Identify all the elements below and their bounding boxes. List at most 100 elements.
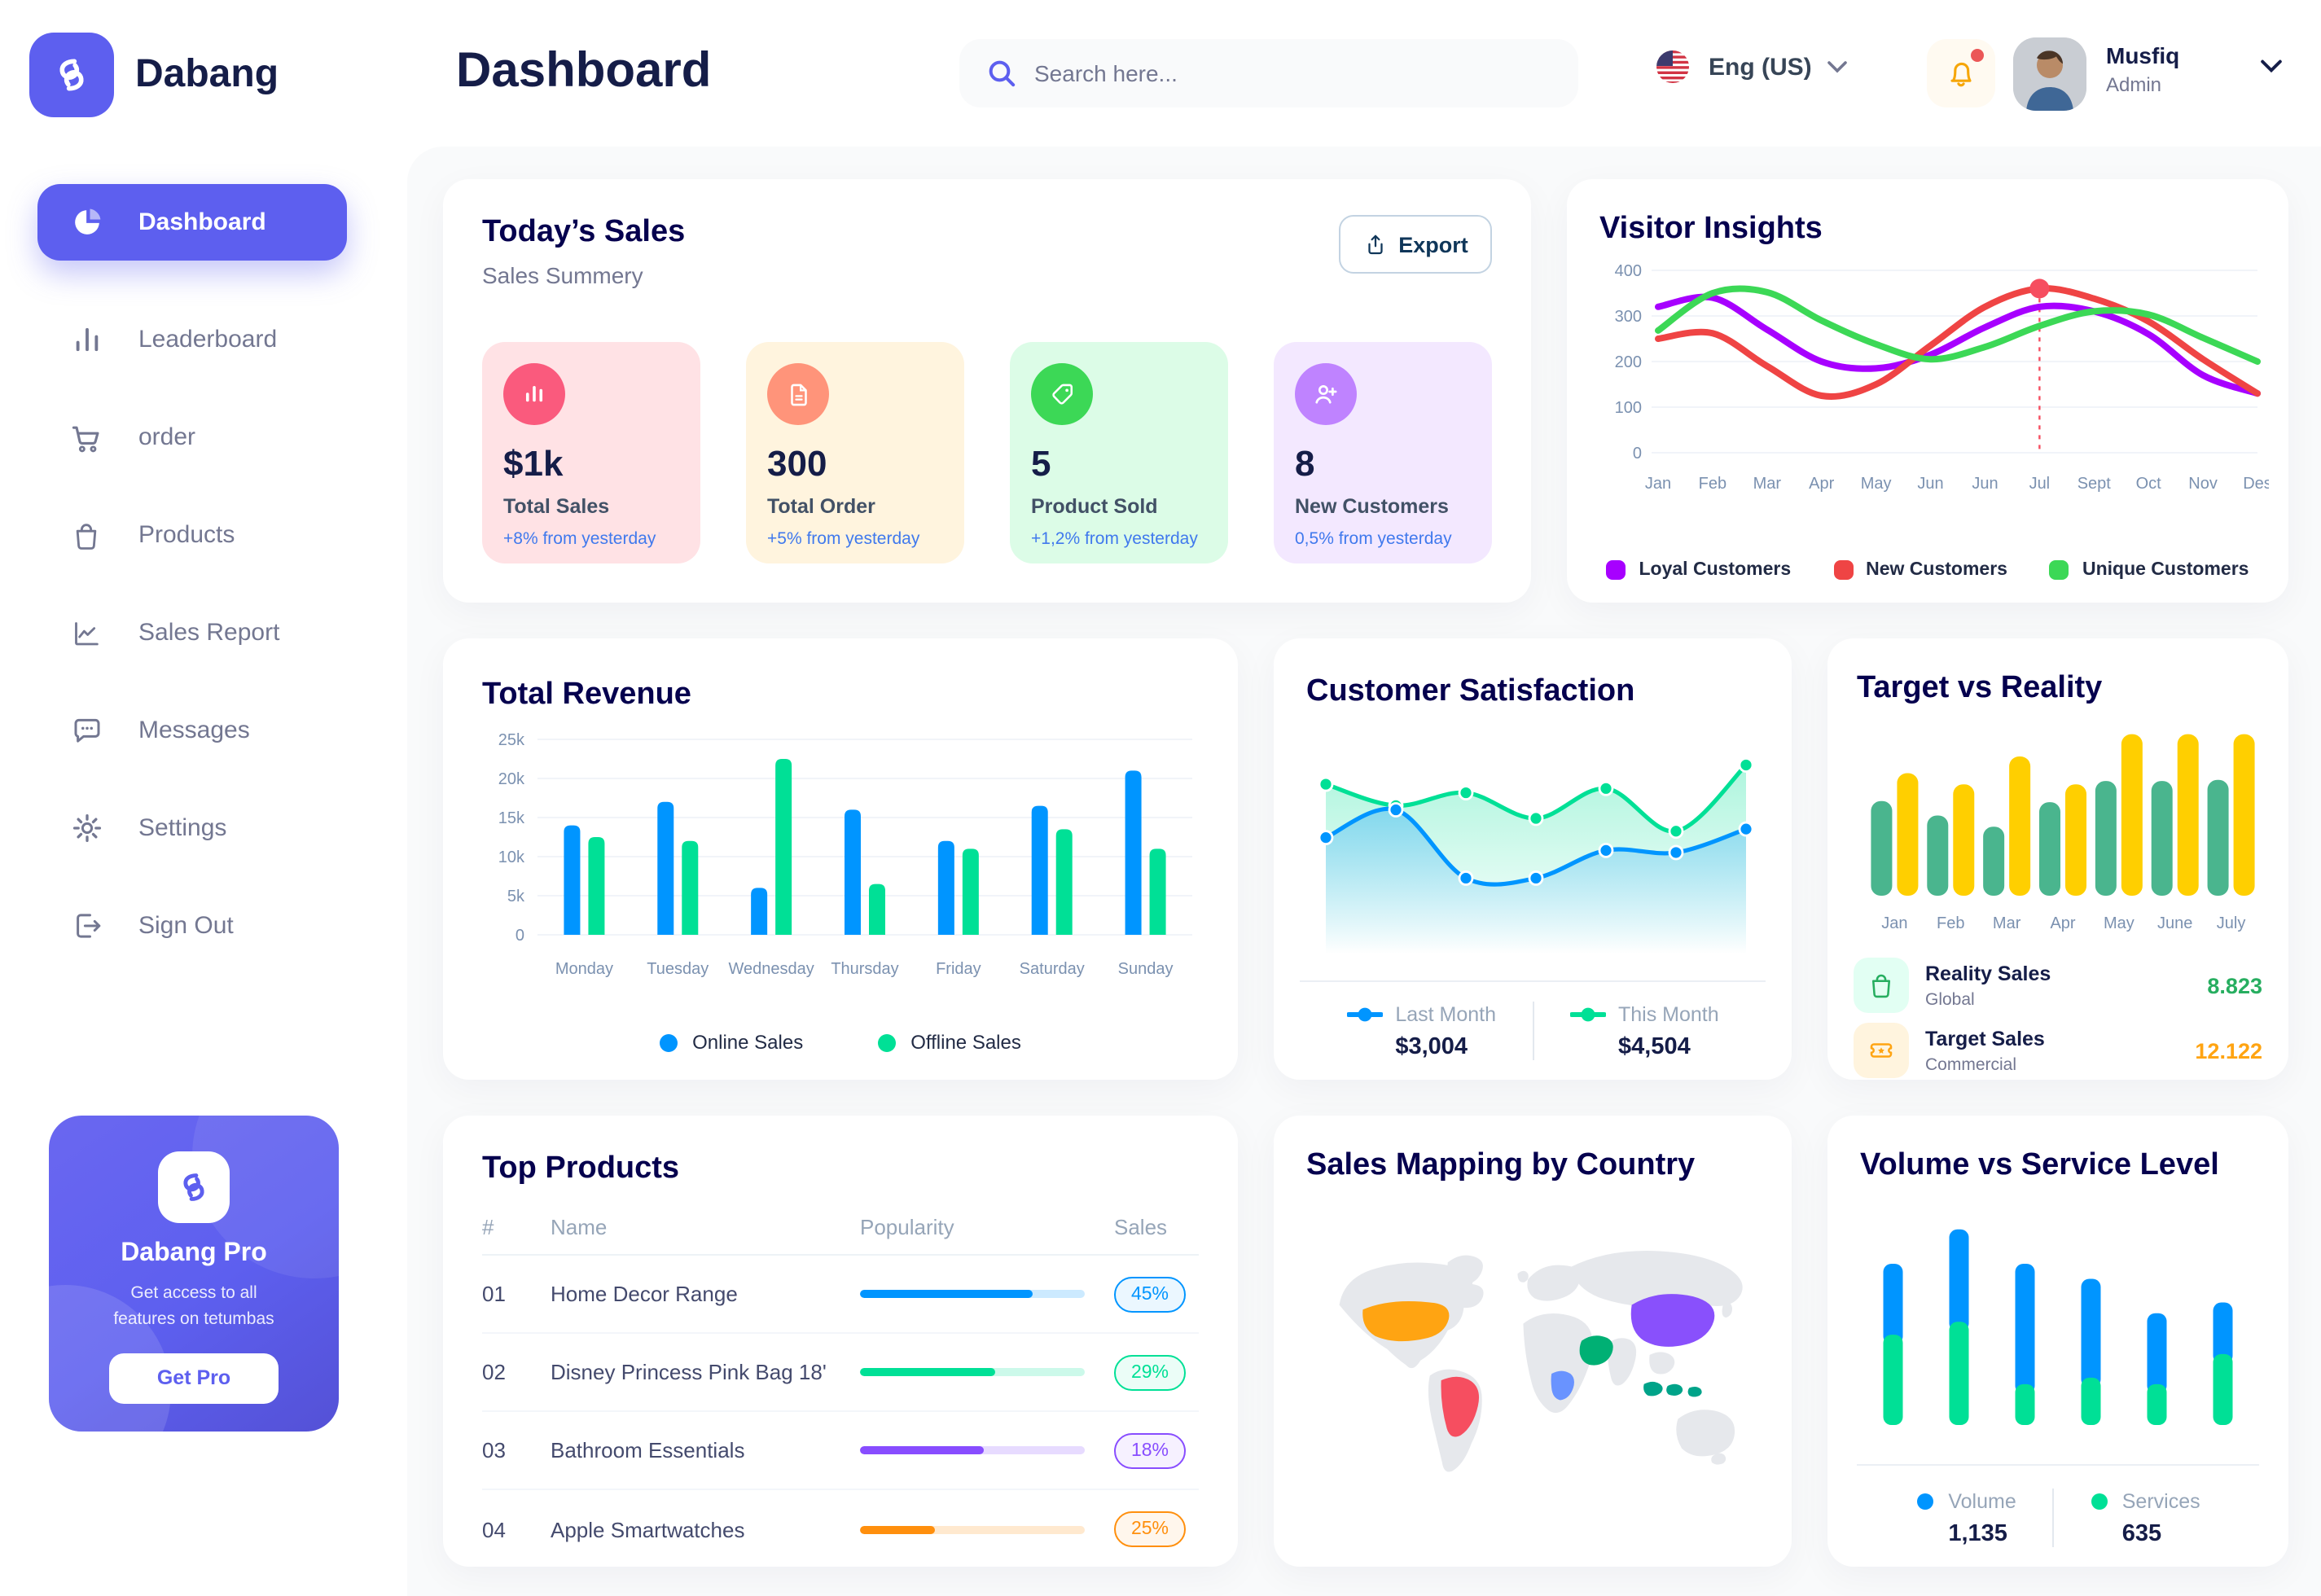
- legend-item-services: Services 635: [2090, 1489, 2200, 1546]
- main-content: Today’s Sales Sales Summery Export $1k To…: [407, 147, 2321, 1596]
- order-file-icon: [767, 363, 829, 425]
- metric-delta: +1,2% from yesterday: [1031, 529, 1198, 549]
- svg-text:25k: 25k: [498, 731, 525, 749]
- target-vs-reality-title: Target vs Reality: [1857, 671, 2103, 705]
- svg-text:Oct: Oct: [2136, 475, 2162, 493]
- top-products-header: # Name Popularity Sales: [482, 1213, 1199, 1256]
- column-header: Name: [551, 1215, 608, 1239]
- volume-vs-service-card: Volume vs Service Level Volume 1,135 Servi…: [1827, 1116, 2288, 1567]
- target-vs-reality-card: Target vs Reality Jan Feb Mar Apr May June Jul…: [1827, 638, 2288, 1080]
- user-name: Musfiq: [2106, 42, 2180, 68]
- visitor-insights-legend: Loyal Customers New Customers Unique Custo…: [1567, 560, 2288, 580]
- legend-value: 8.823: [2207, 973, 2262, 998]
- country-saudi-arabia: [1579, 1335, 1613, 1366]
- sidebar-item-sign-out[interactable]: Sign Out: [37, 888, 347, 964]
- sidebar: Dabang Dashboard Leaderboard order Products…: [0, 0, 407, 1596]
- signout-icon: [67, 906, 106, 945]
- column-header: Popularity: [860, 1215, 954, 1239]
- product-num: 02: [482, 1360, 506, 1384]
- language-selector[interactable]: Eng (US): [1653, 47, 1848, 86]
- search-input[interactable]: [1034, 60, 1523, 86]
- country-brazil: [1441, 1376, 1480, 1437]
- sales-summary-card-new-customers: 8 New Customers 0,5% from yesterday: [1274, 342, 1492, 563]
- product-row: 03 Bathroom Essentials 18%: [482, 1412, 1199, 1490]
- world-map: [1339, 1251, 1743, 1472]
- customer-satisfaction-chart: [1318, 757, 1754, 954]
- total-revenue-chart: 0 5k 10k 15k 20k 25k Monday Tuesday Wednesday Thu…: [498, 731, 1192, 978]
- sidebar-item-settings[interactable]: Settings: [37, 790, 347, 866]
- svg-text:Nov: Nov: [2188, 475, 2218, 493]
- search-bar[interactable]: [959, 39, 1578, 107]
- legend-item: Loyal Customers: [1606, 560, 1791, 580]
- avatar[interactable]: [2013, 37, 2086, 111]
- notification-dot: [1971, 49, 1984, 62]
- chevron-down-icon: [1827, 61, 1848, 73]
- legend-swatch: [1833, 560, 1854, 580]
- divider: [1857, 1464, 2259, 1466]
- product-num: 04: [482, 1517, 506, 1541]
- sidebar-item-label: order: [138, 423, 196, 451]
- legend-line-dot-icon: [1569, 1006, 1605, 1021]
- country-china: [1630, 1294, 1715, 1347]
- customer-satisfaction-title: Customer Satisfaction: [1306, 674, 1635, 708]
- legend-value: $3,004: [1395, 1033, 1468, 1059]
- legend-label: Target Sales: [1925, 1027, 2045, 1050]
- legend-dot-icon: [1917, 1493, 1934, 1509]
- report-icon: [67, 613, 106, 652]
- svg-text:Feb: Feb: [1699, 475, 1726, 493]
- legend-value: 12.122: [2195, 1038, 2262, 1063]
- export-button[interactable]: Export: [1339, 215, 1492, 274]
- product-num: 01: [482, 1282, 506, 1306]
- sidebar-item-label: Leaderboard: [138, 326, 278, 353]
- todays-sales-title: Today’s Sales: [482, 215, 686, 249]
- user-meta: Musfiq Admin: [2106, 42, 2179, 96]
- user-role: Admin: [2106, 73, 2162, 96]
- country-united-states: [1362, 1300, 1450, 1342]
- shopping-bag-icon: [1854, 958, 1909, 1013]
- user-menu-chevron-icon[interactable]: [2261, 59, 2282, 73]
- sidebar-item-label: Settings: [138, 814, 227, 842]
- sales-badge: 29%: [1114, 1354, 1186, 1390]
- metric-delta: +5% from yesterday: [767, 529, 920, 549]
- get-pro-button[interactable]: Get Pro: [109, 1353, 279, 1403]
- svg-text:Sunday: Sunday: [1118, 960, 1174, 978]
- legend-divider: [1532, 1002, 1533, 1060]
- svg-text:Jan: Jan: [1645, 475, 1671, 493]
- sidebar-item-products[interactable]: Products: [37, 497, 347, 573]
- logo[interactable]: Dabang: [29, 33, 279, 117]
- sidebar-item-label: Messages: [138, 717, 250, 744]
- bell-icon: [1950, 62, 1972, 87]
- product-name: Apple Smartwatches: [551, 1517, 745, 1541]
- legend-item: Unique Customers: [2049, 560, 2249, 580]
- brand-name: Dabang: [135, 52, 279, 96]
- sidebar-item-order[interactable]: order: [37, 399, 347, 476]
- sidebar-item-sales-report[interactable]: Sales Report: [37, 594, 347, 671]
- pro-title: Dabang Pro: [121, 1239, 267, 1267]
- metric-label: New Customers: [1295, 495, 1449, 518]
- volume-vs-service-title: Volume vs Service Level: [1860, 1148, 2219, 1182]
- bar-chart-icon: [503, 363, 565, 425]
- svg-text:0: 0: [1633, 445, 1642, 463]
- svg-text:Jun: Jun: [1917, 475, 1943, 493]
- svg-text:June: June: [2157, 914, 2192, 932]
- svg-text:Thursday: Thursday: [831, 960, 898, 978]
- sidebar-item-messages[interactable]: Messages: [37, 692, 347, 769]
- sidebar-item-leaderboard[interactable]: Leaderboard: [37, 301, 347, 378]
- metric-value: $1k: [503, 443, 564, 484]
- legend-row-reality-sales: Reality Sales Global 8.823: [1854, 958, 2262, 1013]
- notifications-button[interactable]: [1927, 39, 1995, 107]
- sidebar-item-dashboard[interactable]: Dashboard: [37, 184, 347, 261]
- svg-text:300: 300: [1615, 308, 1642, 326]
- column-header: #: [482, 1215, 494, 1239]
- pro-logo-icon: [158, 1151, 230, 1223]
- topbar: Dashboard Eng: [407, 0, 2321, 147]
- new-customer-icon: [1295, 363, 1357, 425]
- legend-item: Offline Sales: [878, 1031, 1021, 1054]
- svg-text:15k: 15k: [498, 809, 525, 827]
- bag-icon: [67, 515, 106, 555]
- sales-mapping-title: Sales Mapping by Country: [1306, 1148, 1696, 1182]
- legend-item-this-month: This Month $4,504: [1569, 1002, 1719, 1059]
- sidebar-item-label: Dashboard: [138, 208, 266, 236]
- svg-text:May: May: [1861, 475, 1892, 493]
